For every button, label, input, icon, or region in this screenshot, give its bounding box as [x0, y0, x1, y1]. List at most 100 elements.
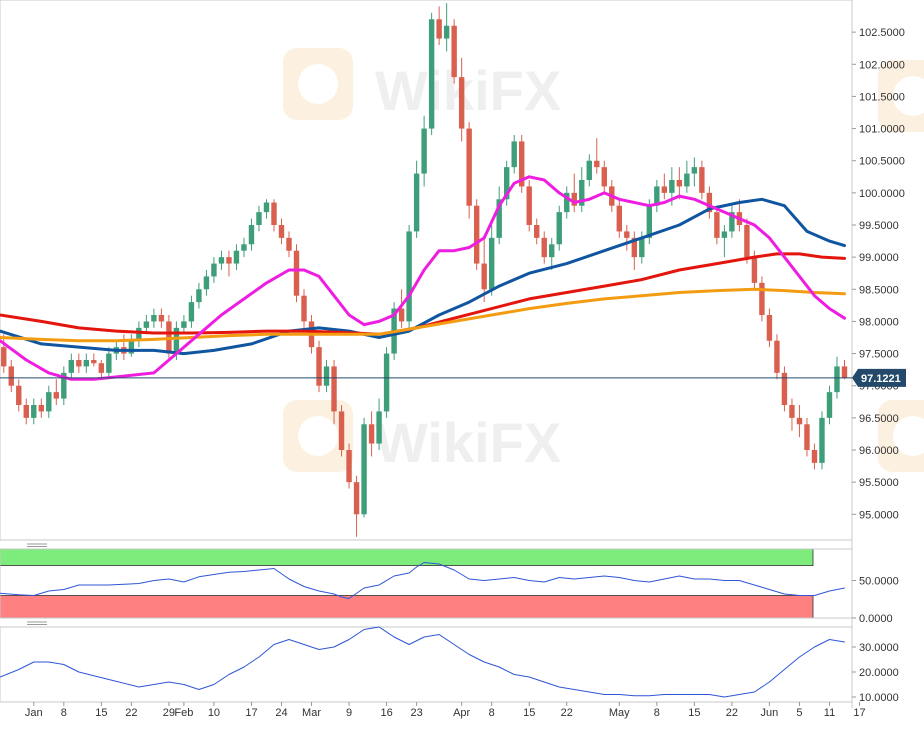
candlestick [811, 443, 818, 470]
candlestick [383, 347, 390, 418]
candle-body [76, 360, 82, 367]
candle-body [61, 372, 67, 399]
candle-body [203, 276, 210, 290]
candlestick [729, 205, 735, 238]
candlestick [76, 353, 82, 373]
watermark-logo-4 [878, 400, 924, 472]
candle-body [98, 363, 105, 373]
candlestick [549, 237, 555, 270]
price-axis-tick-label: 97.5000 [859, 349, 899, 361]
candle-body [473, 205, 480, 264]
candle-body [136, 327, 142, 341]
candlestick [68, 353, 75, 380]
candlestick [511, 135, 517, 174]
candle-body [361, 424, 367, 515]
candle-body [316, 347, 322, 386]
candlestick [31, 398, 37, 425]
candlestick [721, 225, 728, 258]
x-axis-tick-label: 22 [726, 707, 738, 719]
rsi-overbought-band [0, 548, 814, 566]
candle-body [556, 212, 562, 245]
candlestick [323, 360, 330, 393]
candlestick [766, 308, 773, 348]
candle-body [488, 237, 495, 290]
candle-body [774, 340, 780, 373]
candlestick [676, 167, 683, 200]
candle-body [766, 315, 773, 341]
candle-body [421, 128, 427, 174]
candlestick [519, 135, 525, 193]
candle-body [549, 244, 555, 258]
candle-body [226, 257, 232, 264]
candlestick [781, 366, 788, 412]
candlestick [406, 225, 412, 328]
candlestick [586, 154, 592, 187]
candlestick [526, 180, 532, 232]
watermark-text-2: WikiFX [375, 411, 561, 474]
candle-body [83, 360, 90, 367]
candle-body [16, 385, 22, 405]
candlestick [278, 218, 285, 245]
watermark-logo-1: WikiFX [283, 48, 561, 122]
watermark-logo-3 [878, 60, 924, 132]
candle-body [811, 450, 818, 463]
candle-body [233, 250, 240, 264]
candlestick [226, 250, 232, 277]
candlestick [368, 411, 375, 457]
candlestick [158, 308, 165, 328]
candle-body [211, 263, 217, 277]
candle-body [624, 231, 630, 238]
candle-body [398, 308, 405, 322]
candle-body [616, 205, 622, 232]
candlestick [271, 199, 277, 232]
candle-body [819, 417, 825, 463]
candle-body [654, 186, 660, 206]
candle-body [248, 225, 255, 245]
candle-body [301, 295, 307, 322]
candlestick [346, 443, 352, 489]
candlestick [436, 6, 442, 45]
candle-body [353, 482, 360, 515]
candle-body [383, 353, 390, 412]
sma-red-line [0, 252, 846, 336]
candlestick [691, 157, 698, 187]
candle-body [714, 212, 720, 238]
candlestick [376, 398, 382, 450]
adx-resize-handle[interactable] [27, 621, 47, 625]
candlestick [451, 19, 457, 84]
candle-body [376, 411, 382, 444]
candlestick [38, 398, 44, 418]
candle-body [241, 244, 247, 251]
candlestick [488, 225, 495, 296]
candle-body [541, 237, 547, 258]
candle-body [684, 173, 690, 187]
candlestick [211, 257, 217, 283]
candlestick [556, 205, 562, 251]
candlestick [248, 218, 255, 251]
price-axis-tick-label: 95.0000 [859, 509, 899, 521]
candle-body [263, 202, 270, 213]
candle-body [158, 315, 165, 322]
candle-body [1, 347, 7, 367]
x-axis-tick-label: 5 [796, 707, 802, 719]
candlestick [534, 218, 540, 245]
x-axis: Jan 8 15 22 29 Feb 10 17 24 Mar 9 16 23 Apr 8 15 22 May 8 1… [0, 701, 866, 719]
candlestick [616, 199, 622, 238]
x-axis-tick-label: May [609, 707, 630, 719]
candlestick [398, 289, 405, 328]
candle-body [106, 353, 112, 373]
candlestick [91, 353, 97, 367]
price-axis-tick-label: 96.5000 [859, 413, 899, 425]
last-price-badge-bg [852, 368, 906, 387]
candlestick [481, 237, 487, 303]
x-axis-tick-label: 22 [125, 707, 137, 719]
candlestick [541, 231, 547, 264]
candlestick [241, 237, 247, 258]
candlestick [699, 160, 705, 200]
candle-body [173, 327, 180, 354]
rsi-resize-handle[interactable] [27, 543, 47, 547]
candlestick [796, 405, 803, 438]
x-axis-tick-label: 15 [688, 707, 700, 719]
candle-body [188, 302, 195, 322]
candle-body [406, 231, 412, 322]
